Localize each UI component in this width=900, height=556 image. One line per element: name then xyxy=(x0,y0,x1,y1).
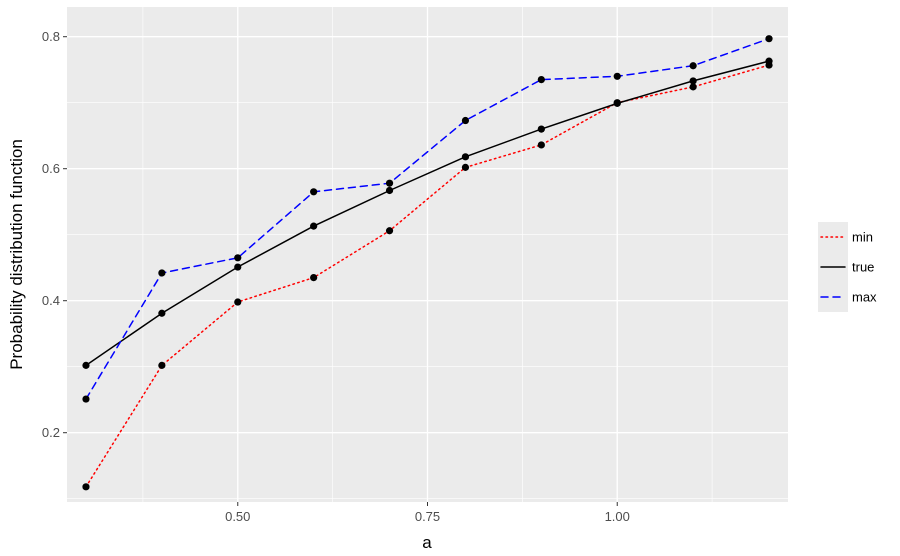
axes-layer: 0.50 0.75 1.00 0.2 0.4 0.6 0.8 xyxy=(42,29,630,524)
y-tick-label: 0.2 xyxy=(42,425,60,440)
series-line-min xyxy=(85,64,770,488)
x-tick-label: 0.75 xyxy=(415,509,440,524)
data-point-true xyxy=(82,361,90,369)
legend-label-true: true xyxy=(852,260,874,275)
data-point-max xyxy=(158,269,166,277)
x-axis-title: a xyxy=(422,533,432,552)
data-point-min xyxy=(537,141,545,149)
data-point-max xyxy=(385,179,394,187)
data-point-min xyxy=(385,227,394,235)
data-point-max xyxy=(82,395,90,403)
data-point-min xyxy=(158,361,166,369)
data-point-min xyxy=(689,83,697,91)
series-line-max xyxy=(85,37,770,400)
data-point-true xyxy=(158,309,166,317)
data-point-min xyxy=(234,298,242,306)
data-point-true xyxy=(689,77,697,85)
y-tick-label: 0.6 xyxy=(42,161,60,176)
data-point-min xyxy=(461,163,470,171)
data-point-true xyxy=(234,263,242,271)
data-point-max xyxy=(765,35,773,43)
data-point-max xyxy=(537,76,545,84)
y-tick-label: 0.8 xyxy=(42,29,60,44)
data-point-min xyxy=(310,274,318,282)
major-gridlines xyxy=(67,7,788,502)
data-point-true xyxy=(537,125,545,133)
data-point-true xyxy=(461,153,470,161)
legend-label-min: min xyxy=(852,230,873,245)
data-point-true xyxy=(310,222,318,230)
y-tick-label: 0.4 xyxy=(42,293,60,308)
legend: min true max xyxy=(818,222,877,312)
data-point-max xyxy=(689,62,697,70)
data-point-max xyxy=(613,72,621,80)
data-point-max xyxy=(234,254,242,262)
data-point-max xyxy=(461,116,470,125)
legend-label-max: max xyxy=(852,290,877,305)
data-point-min xyxy=(82,483,90,491)
x-tick-label: 1.00 xyxy=(605,509,630,524)
series-layer xyxy=(85,37,770,488)
data-point-true xyxy=(765,57,773,65)
data-point-true xyxy=(385,186,394,195)
points-layer xyxy=(82,35,773,491)
y-axis-title: Probability distribution function xyxy=(7,139,26,370)
data-point-true xyxy=(613,99,621,107)
data-point-max xyxy=(310,188,318,196)
x-tick-label: 0.50 xyxy=(225,509,250,524)
series-line-true xyxy=(85,60,770,367)
